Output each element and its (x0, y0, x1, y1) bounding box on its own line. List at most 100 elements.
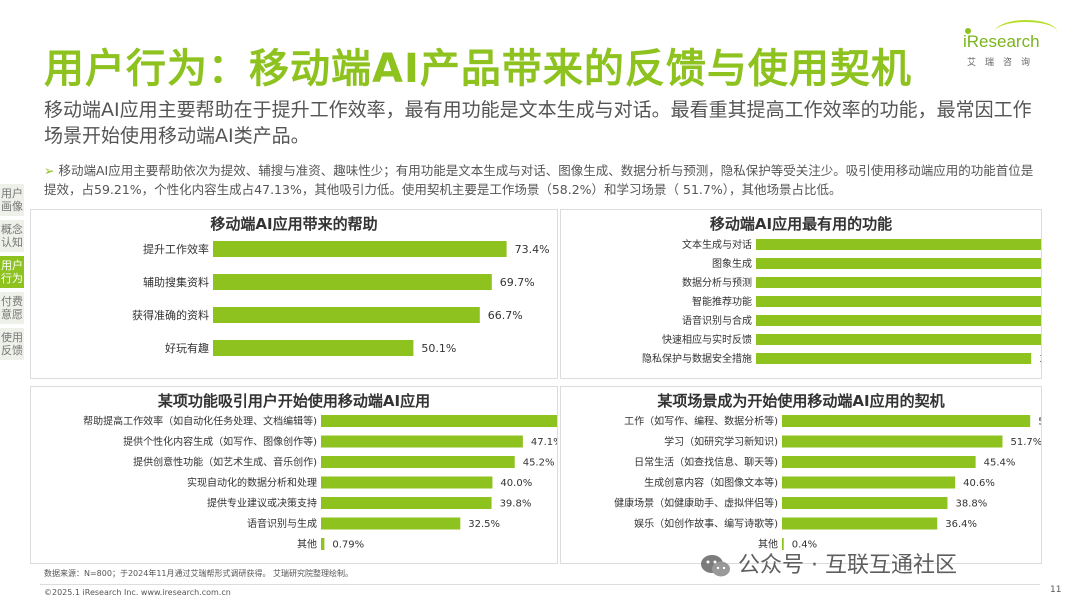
chart-title-usage-scenarios: 某项场景成为开始使用移动端AI应用的契机 (657, 392, 945, 410)
category-label: 语音识别与生成 (247, 517, 317, 530)
sidenav-item-user-behavior[interactable]: 用户行为 (0, 256, 24, 288)
category-label: 图象生成 (712, 257, 752, 270)
value-label: 34.4% (1039, 354, 1041, 365)
footer-divider (40, 584, 1040, 585)
category-label: 辅助搜集资料 (143, 275, 209, 289)
iresearch-logo: iResearch 艾瑞咨询 (963, 20, 1057, 70)
value-label: 51.7% (1010, 437, 1041, 448)
sidenav-item-usage-feedback[interactable]: 使用反馈 (0, 328, 24, 360)
category-label: 语音识别与合成 (682, 314, 752, 327)
bar (321, 538, 325, 550)
category-label: 娱乐（如创作故事、编写诗歌等) (634, 517, 778, 530)
value-label: 45.2% (523, 458, 555, 469)
chart-useful-features: 文本生成与对话54.7%图象生成50.8%数据分析与预测46.0%智能推荐功能3… (642, 238, 1041, 365)
category-label: 日常生活（如查找信息、聊天等) (634, 456, 778, 469)
bar (782, 517, 938, 530)
bar (756, 296, 1041, 307)
chart-panel-attracting-features: 某项功能吸引用户开始使用移动端AI应用 帮助提高工作效率（如自动化任务处理、文档… (30, 386, 558, 564)
category-label: 生成创意内容（如图像文本等) (644, 476, 778, 489)
bar (756, 353, 1032, 364)
bar (321, 476, 493, 489)
bullet-arrow-icon: ➢ (44, 163, 55, 178)
value-label: 0.4% (792, 540, 817, 551)
chart-title-help: 移动端AI应用带来的帮助 (210, 215, 378, 233)
value-label: 32.5% (468, 519, 500, 530)
value-label: 47.1% (531, 437, 557, 448)
sidenav-item-payment-willingness[interactable]: 付费意愿 (0, 292, 24, 324)
bar (213, 340, 414, 356)
wechat-icon (701, 555, 730, 577)
bar (756, 239, 1041, 250)
category-label: 快速相应与实时反馈 (662, 333, 752, 346)
chart-panel-help: 移动端AI应用带来的帮助 提升工作效率 73.4% 辅助搜集资料 69.7% 获得准确的… (30, 209, 558, 379)
bar (782, 538, 784, 550)
copyright: ©2025.1 iResearch Inc. www.iresearch.com… (44, 588, 231, 597)
chart-help: 提升工作效率 73.4% 辅助搜集资料 69.7% 获得准确的资料 66.7% 好玩有趣 50… (132, 241, 550, 356)
chart-panel-usage-scenarios: 某项场景成为开始使用移动端AI应用的契机 工作（如写作、编程、数据分析等) 58.… (560, 386, 1042, 564)
chart-attracting-features: 帮助提高工作效率（如自动化任务处理、文档编辑等)59.2%提供个性化内容生成（如… (83, 415, 557, 551)
summary-note: ➢ 移动端AI应用主要帮助依次为提效、辅搜与准资、趣味性少；有用功能是文本生成与对… (44, 161, 1034, 199)
sidenav-item-user-profile[interactable]: 用户画像 (0, 184, 24, 216)
value-label: 36.4% (945, 519, 977, 530)
category-label: 数据分析与预测 (682, 276, 752, 289)
value-label: 66.7% (488, 309, 523, 322)
page-number: 11 (1050, 585, 1062, 595)
category-label: 好玩有趣 (165, 341, 209, 355)
category-label: 提供创意性功能（如艺术生成、音乐创作) (133, 456, 317, 469)
watermark-text: 公众号 · 互联互通社区 (738, 553, 957, 578)
value-label: 45.4% (984, 458, 1016, 469)
chart-title-useful-features: 移动端AI应用最有用的功能 (709, 215, 893, 233)
category-label: 实现自动化的数据分析和处理 (187, 476, 317, 489)
bar (782, 415, 1031, 427)
category-label: 智能推荐功能 (692, 295, 752, 308)
bar (213, 241, 507, 257)
logo-dot (965, 28, 971, 34)
chart-usage-scenarios: 工作（如写作、编程、数据分析等) 58.2% 学习（如研究学习新知识) 51.7% 日常… (614, 415, 1041, 551)
category-label: 其他 (297, 538, 317, 551)
bar (756, 315, 1041, 326)
summary-note-text: 移动端AI应用主要帮助依次为提效、辅搜与准资、趣味性少；有用功能是文本生成与对话… (44, 163, 1034, 197)
bar (321, 456, 515, 468)
value-label: 40.6% (963, 478, 995, 489)
side-navigation: 用户画像 概念认知 用户行为 付费意愿 使用反馈 (0, 184, 24, 364)
category-label: 文本生成与对话 (682, 238, 752, 251)
bar (782, 435, 1003, 448)
data-source-note: 数据来源：N=800；于2024年11月通过艾瑞帮形式调研获得。 艾瑞研究院整理… (44, 569, 354, 578)
category-label: 提供个性化内容生成（如写作、图像创作等) (123, 435, 317, 448)
category-label: 工作（如写作、编程、数据分析等) (624, 415, 778, 428)
bar (321, 415, 557, 427)
category-label: 其他 (758, 538, 778, 551)
bar (756, 334, 1041, 345)
value-label: 38.8% (955, 499, 987, 510)
bar (321, 517, 461, 530)
chart-title-attracting-features: 某项功能吸引用户开始使用移动端AI应用 (157, 392, 431, 410)
bar (213, 307, 480, 323)
bar (782, 497, 948, 509)
category-label: 健康场景（如健康助手、虚拟伴侣等) (614, 497, 778, 510)
category-label: 隐私保护与数据安全措施 (642, 352, 752, 365)
value-label: 69.7% (500, 276, 535, 289)
category-label: 提供专业建议或决策支持 (207, 497, 317, 510)
value-label: 39.8% (500, 499, 532, 510)
watermark: 公众号 · 互联互通社区 (700, 547, 957, 579)
value-label: 0.79% (332, 540, 364, 551)
value-label: 50.1% (421, 342, 456, 355)
value-label: 73.4% (515, 243, 550, 256)
category-label: 学习（如研究学习新知识) (664, 435, 778, 448)
value-label: 40.0% (500, 478, 532, 489)
category-label: 帮助提高工作效率（如自动化任务处理、文档编辑等) (83, 415, 317, 428)
chart-panel-useful-features: 移动端AI应用最有用的功能 文本生成与对话54.7%图象生成50.8%数据分析与… (560, 209, 1042, 379)
page-title: 用户行为：移动端AI产品带来的反馈与使用契机 (44, 46, 912, 92)
logo-subtitle: 艾瑞咨询 (967, 58, 1040, 68)
bar (321, 497, 492, 509)
bar (756, 277, 1041, 288)
bar (213, 274, 492, 290)
logo-arc (995, 20, 1057, 44)
sidenav-item-concept-awareness[interactable]: 概念认知 (0, 220, 24, 252)
page-subtitle: 移动端AI应用主要帮助在于提升工作效率，最有用功能是文本生成与对话。最看重其提高… (44, 99, 1032, 147)
bar (782, 456, 976, 468)
logo-brand: iResearch (963, 32, 1040, 51)
bar (782, 476, 956, 489)
value-label: 58.2% (1038, 417, 1041, 428)
category-label: 获得准确的资料 (132, 308, 209, 322)
